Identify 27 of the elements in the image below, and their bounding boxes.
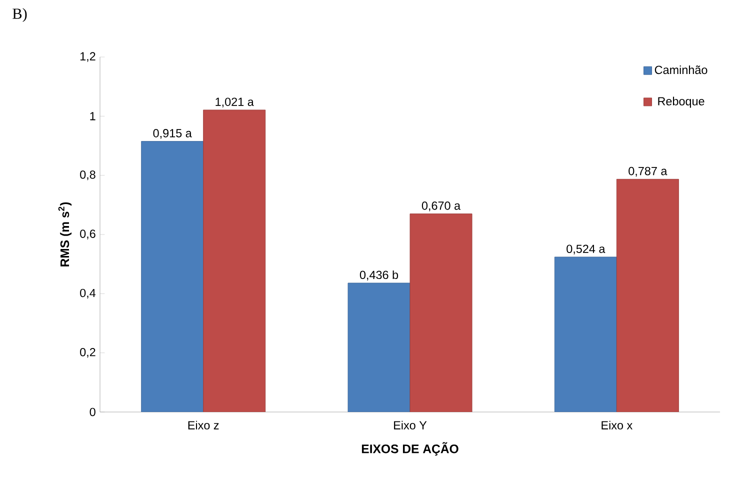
bar bbox=[348, 282, 410, 412]
y-axis-title: RMS (m s$^{2}$) bbox=[58, 202, 72, 266]
x-tick-label: Eixo x bbox=[602, 420, 632, 430]
x-tick-label: Eixo z bbox=[188, 420, 219, 430]
legend-label: Reboque bbox=[658, 96, 704, 108]
bar bbox=[410, 214, 472, 412]
legend-label: Caminhão bbox=[654, 65, 708, 74]
bar bbox=[141, 141, 204, 412]
y-tick-label: 0,8 bbox=[80, 170, 96, 180]
data-label: 0,524 a bbox=[566, 244, 606, 254]
x-axis-title: EIXOS DE AÇÃO bbox=[362, 442, 458, 456]
y-tick-label: 0,4 bbox=[80, 288, 96, 299]
data-label: 0,670 a bbox=[422, 202, 461, 212]
y-tick-label: 0,2 bbox=[80, 348, 96, 358]
data-label: 0,915 a bbox=[153, 129, 192, 139]
text: B) bbox=[12, 8, 27, 22]
data-label: 1,021 a bbox=[216, 98, 254, 108]
data-label: 0,787 a bbox=[628, 166, 668, 177]
x-tick-label: Eixo Y bbox=[394, 420, 427, 430]
y-tick-label: 1 bbox=[90, 112, 96, 120]
bar bbox=[554, 256, 617, 412]
data-label: 0,436 b bbox=[360, 270, 398, 280]
bar bbox=[616, 178, 679, 412]
y-tick-label: 0 bbox=[90, 408, 96, 416]
bar bbox=[203, 110, 266, 412]
y-tick-label: 1,2 bbox=[80, 52, 96, 62]
y-tick-label: 0,6 bbox=[80, 230, 96, 240]
